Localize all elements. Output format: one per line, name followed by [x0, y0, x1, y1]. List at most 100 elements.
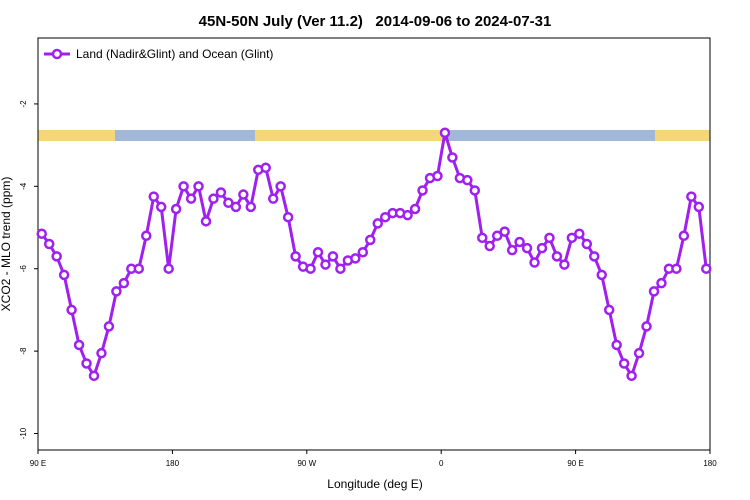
data-point	[335, 263, 346, 274]
data-point	[581, 238, 593, 250]
data-point	[305, 263, 316, 274]
y-tick-label: -2	[19, 100, 28, 108]
data-point	[656, 277, 667, 289]
data-point	[357, 246, 369, 258]
x-tick-label: 180	[703, 459, 717, 468]
y-axis-label: XCO2 - MLO trend (ppm)	[0, 177, 13, 312]
data-point	[499, 226, 510, 237]
data-point	[626, 370, 637, 382]
data-point	[193, 181, 204, 192]
data-point	[618, 358, 630, 369]
data-point	[36, 228, 47, 239]
data-point	[484, 240, 495, 252]
data-point	[208, 193, 219, 204]
data-point	[574, 228, 585, 239]
ocean-strip	[445, 130, 655, 141]
data-point	[514, 236, 525, 248]
data-point	[282, 211, 294, 223]
data-point	[43, 238, 55, 250]
land-strip	[38, 130, 115, 141]
data-point	[148, 191, 159, 202]
ocean-strip	[115, 130, 255, 141]
data-point	[267, 193, 279, 204]
data-point	[103, 321, 115, 332]
data-point	[200, 216, 212, 227]
data-point	[88, 370, 100, 382]
data-point	[633, 347, 645, 359]
data-point	[372, 218, 383, 229]
data-point	[439, 127, 451, 139]
data-point	[477, 232, 488, 244]
data-point	[469, 185, 481, 196]
chart-title: 45N-50N July (Ver 11.2) 2014-09-06 to 20…	[199, 13, 552, 30]
data-point	[566, 232, 578, 244]
data-point	[178, 181, 189, 192]
data-point	[170, 203, 182, 215]
data-point	[529, 257, 540, 268]
data-point	[245, 201, 257, 213]
data-point	[73, 339, 85, 351]
y-tick-label: -10	[19, 427, 28, 439]
legend-marker	[51, 48, 63, 60]
data-point	[215, 187, 227, 198]
data-point	[290, 251, 301, 262]
data-point	[432, 170, 443, 182]
data-point	[111, 286, 122, 297]
y-tick-label: -6	[19, 265, 28, 273]
data-point	[559, 259, 570, 270]
data-point	[596, 269, 607, 281]
x-tick-label: 90 E	[567, 459, 583, 468]
data-point	[693, 201, 705, 213]
data-point	[462, 174, 473, 186]
data-point	[260, 162, 271, 174]
data-point	[491, 230, 503, 242]
data-point	[327, 251, 339, 262]
data-point	[118, 277, 130, 289]
legend-label: Land (Nadir&Glint) and Ocean (Glint)	[76, 47, 273, 61]
data-point	[589, 251, 600, 262]
data-point	[536, 242, 548, 254]
data-point	[312, 246, 324, 258]
data-point	[350, 253, 361, 264]
data-point	[320, 259, 331, 270]
data-point	[544, 232, 555, 244]
data-point	[641, 321, 652, 332]
data-point	[686, 191, 697, 202]
x-axis-label: Longitude (deg E)	[327, 477, 422, 491]
data-point	[141, 230, 152, 242]
data-point	[648, 286, 660, 297]
land-strip	[255, 130, 445, 141]
data-point	[447, 152, 458, 163]
data-point	[133, 263, 145, 274]
data-point	[379, 211, 391, 223]
data-point	[521, 242, 533, 254]
data-point	[163, 263, 174, 274]
data-point	[238, 189, 249, 200]
data-point	[611, 339, 622, 351]
x-tick-label: 180	[166, 459, 180, 468]
data-point	[81, 358, 92, 369]
data-point	[51, 251, 62, 262]
land-ocean-band	[38, 130, 710, 141]
data-point	[155, 201, 167, 213]
data-point	[678, 230, 690, 242]
x-tick-label: 90 W	[297, 459, 316, 468]
data-point	[551, 251, 563, 262]
data-point	[275, 181, 286, 192]
data-point	[185, 193, 197, 204]
y-tick-label: -4	[19, 182, 28, 190]
data-point	[671, 263, 682, 274]
data-point	[506, 244, 518, 256]
x-tick-label: 0	[439, 459, 444, 468]
x-tick-label: 90 E	[30, 459, 46, 468]
data-point	[223, 197, 234, 209]
y-tick-label: -8	[19, 347, 28, 355]
data-point	[58, 269, 70, 281]
plot-frame	[37, 37, 711, 451]
data-point	[96, 347, 107, 359]
data-point	[409, 203, 421, 215]
data-point	[66, 304, 77, 316]
data-point	[417, 185, 428, 196]
